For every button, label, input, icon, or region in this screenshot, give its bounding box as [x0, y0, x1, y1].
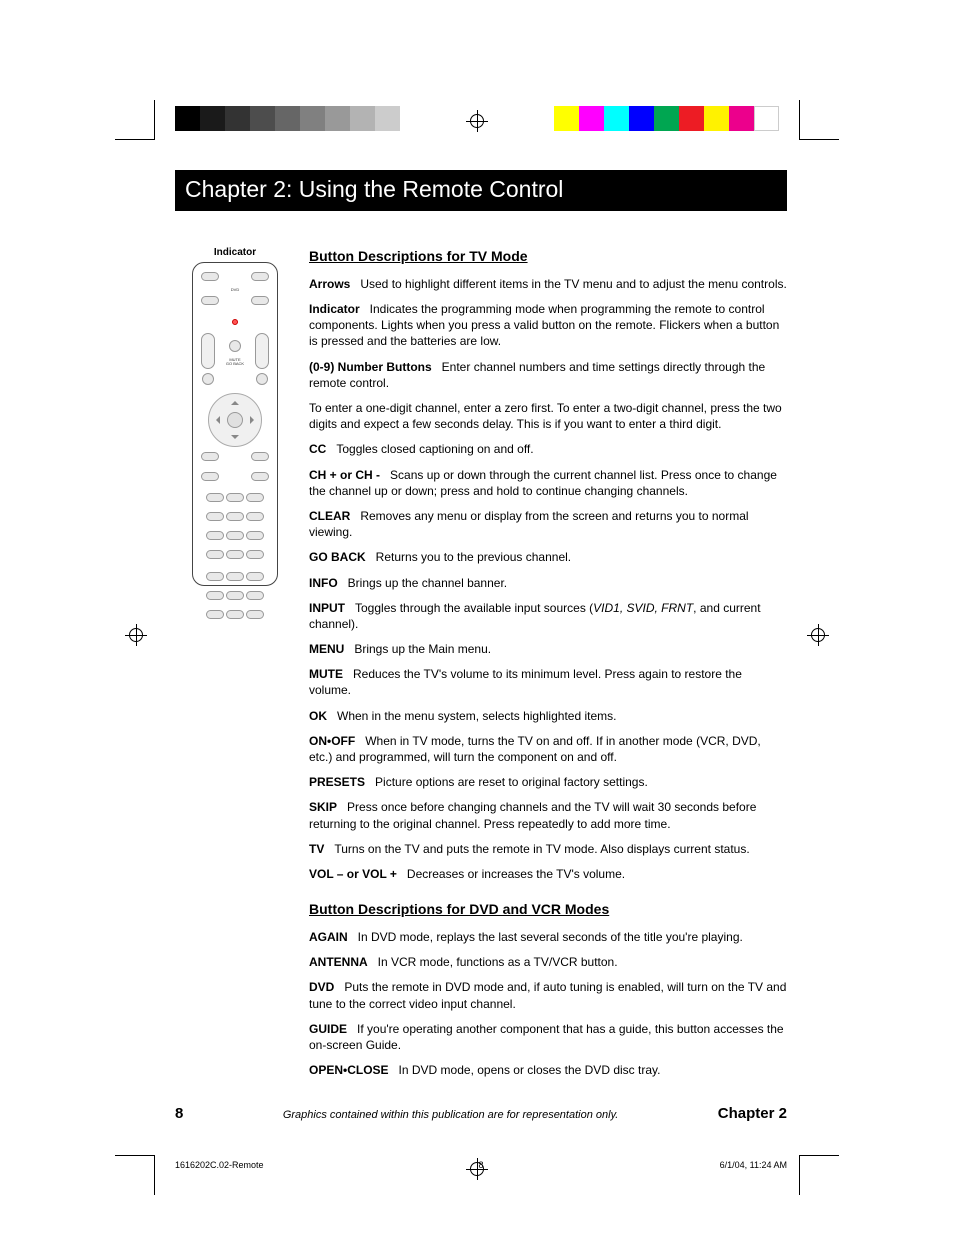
description-item: Indicator Indicates the programming mode…	[309, 301, 787, 350]
description-item: DVD Puts the remote in DVD mode and, if …	[309, 979, 787, 1011]
crop-mark-tl	[115, 100, 155, 140]
remote-label: DVD	[197, 288, 273, 292]
description-item: OK When in the menu system, selects high…	[309, 708, 787, 724]
description-item: OPEN•CLOSE In DVD mode, opens or closes …	[309, 1062, 787, 1078]
page-footer: 8 Graphics contained within this publica…	[175, 1105, 787, 1122]
description-item: SKIP Press once before changing channels…	[309, 799, 787, 831]
remote-illustration: DVD MUTE GO BACK	[192, 262, 278, 586]
remote-illustration-column: Indicator DVD MUTE GO BACK	[175, 247, 295, 1087]
description-item: CLEAR Removes any menu or display from t…	[309, 508, 787, 540]
page-content: Chapter 2: Using the Remote Control Indi…	[175, 170, 787, 1087]
description-item: TV Turns on the TV and puts the remote i…	[309, 841, 787, 857]
slug-date: 6/1/04, 11:24 AM	[720, 1160, 787, 1170]
tv-descriptions-list: Arrows Used to highlight different items…	[309, 276, 787, 882]
registration-mark-top	[466, 110, 488, 132]
colorbar-color	[554, 106, 779, 131]
description-item: CC Toggles closed captioning on and off.	[309, 441, 787, 457]
chapter-ref: Chapter 2	[718, 1105, 787, 1122]
description-item: INPUT Toggles through the available inpu…	[309, 600, 787, 632]
description-item: To enter a one-digit channel, enter a ze…	[309, 400, 787, 432]
crop-mark-br	[799, 1155, 839, 1195]
chapter-title-banner: Chapter 2: Using the Remote Control	[175, 170, 787, 211]
descriptions-column: Button Descriptions for TV Mode Arrows U…	[295, 247, 787, 1087]
remote-label: GO BACK	[215, 362, 255, 366]
page-number: 8	[175, 1105, 183, 1122]
description-item: ANTENNA In VCR mode, functions as a TV/V…	[309, 954, 787, 970]
indicator-callout-label: Indicator	[175, 247, 295, 258]
description-item: CH + or CH - Scans up or down through th…	[309, 467, 787, 499]
description-item: Arrows Used to highlight different items…	[309, 276, 787, 292]
slug-page: 8	[478, 1160, 483, 1170]
description-item: AGAIN In DVD mode, replays the last seve…	[309, 929, 787, 945]
description-item: VOL – or VOL + Decreases or increases th…	[309, 866, 787, 882]
registration-mark-left	[125, 624, 147, 646]
dvd-descriptions-list: AGAIN In DVD mode, replays the last seve…	[309, 929, 787, 1078]
description-item: GO BACK Returns you to the previous chan…	[309, 549, 787, 565]
footer-disclaimer: Graphics contained within this publicati…	[283, 1109, 618, 1121]
print-slug: 1616202C.02-Remote 8 6/1/04, 11:24 AM	[175, 1160, 787, 1170]
description-item: MUTE Reduces the TV's volume to its mini…	[309, 666, 787, 698]
crop-mark-bl	[115, 1155, 155, 1195]
description-item: PRESETS Picture options are reset to ori…	[309, 774, 787, 790]
description-item: (0-9) Number Buttons Enter channel numbe…	[309, 359, 787, 391]
description-item: INFO Brings up the channel banner.	[309, 575, 787, 591]
slug-filename: 1616202C.02-Remote	[175, 1160, 264, 1170]
section-heading-tv: Button Descriptions for TV Mode	[309, 247, 787, 266]
registration-mark-right	[807, 624, 829, 646]
section-heading-dvd: Button Descriptions for DVD and VCR Mode…	[309, 900, 787, 919]
remote-dpad	[208, 393, 262, 447]
crop-mark-tr	[799, 100, 839, 140]
colorbar-gray	[175, 106, 400, 131]
description-item: ON•OFF When in TV mode, turns the TV on …	[309, 733, 787, 765]
description-item: MENU Brings up the Main menu.	[309, 641, 787, 657]
description-item: GUIDE If you're operating another compon…	[309, 1021, 787, 1053]
